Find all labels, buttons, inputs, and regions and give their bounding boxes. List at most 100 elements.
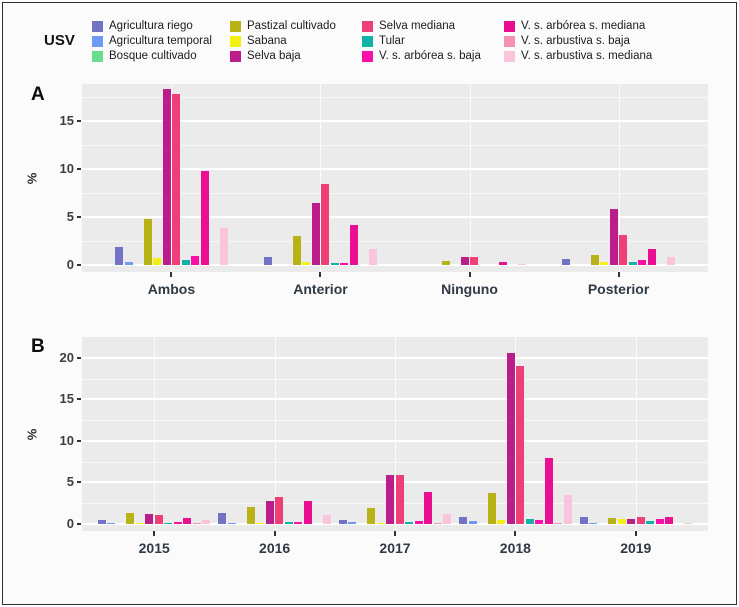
bar (153, 258, 162, 265)
vertical-gridline (154, 337, 155, 531)
bar (348, 522, 357, 524)
bar (338, 519, 347, 524)
vertical-gridline (171, 84, 172, 272)
bar (498, 261, 507, 265)
y-tick-label: 20 (59, 349, 74, 365)
bar (97, 519, 106, 524)
bar (608, 518, 617, 524)
minor-gridline (82, 144, 708, 146)
bar (525, 519, 534, 524)
legend-swatch-icon (504, 51, 515, 62)
bar (459, 516, 468, 524)
legend-label: V. s. arbustiva s. baja (521, 34, 630, 47)
y-tick-mark (77, 264, 81, 266)
bar (173, 522, 182, 524)
bar (441, 261, 450, 265)
x-tick-label: 2018 (499, 540, 531, 556)
legend-item: Agricultura temporal (92, 34, 230, 49)
bar (349, 224, 358, 265)
panel-b-plot-area (82, 337, 708, 531)
y-tick-mark (77, 119, 81, 122)
bar (443, 514, 452, 524)
bar (589, 522, 598, 524)
minor-gridline (82, 96, 708, 98)
bar (284, 521, 293, 524)
bar-group-Posterior (562, 209, 675, 265)
vertical-gridline (636, 337, 637, 531)
bar (666, 257, 675, 265)
bar (647, 248, 656, 265)
bar (164, 522, 173, 524)
legend-swatch-icon (92, 51, 103, 62)
bar (330, 262, 339, 265)
legend-item: Pastizal cultivado (230, 19, 362, 34)
x-tick-mark (617, 272, 620, 277)
bar (107, 522, 116, 524)
bar (218, 513, 227, 524)
legend-swatch-icon (362, 21, 373, 32)
bar (468, 520, 477, 524)
x-tick-mark (273, 531, 276, 536)
bar (554, 522, 563, 524)
legend-label: Tular (379, 34, 405, 47)
x-tick-label: 2016 (259, 540, 291, 556)
bar (460, 257, 469, 265)
bar (516, 366, 525, 524)
y-tick-mark (77, 481, 81, 484)
bar (433, 523, 442, 524)
bar (321, 184, 330, 265)
x-tick-mark (319, 272, 322, 277)
bar (617, 519, 626, 524)
bar (424, 492, 433, 524)
bar (275, 497, 284, 524)
legend-item: V. s. arbustiva s. baja (504, 34, 684, 49)
bar (636, 516, 645, 524)
bar (544, 457, 553, 524)
bar (684, 522, 693, 524)
vertical-gridline (515, 337, 516, 531)
x-tick-label: 2019 (620, 540, 652, 556)
bar (470, 257, 479, 265)
bar (181, 259, 190, 265)
legend-swatch-icon (92, 21, 103, 32)
bar (367, 508, 376, 524)
bar (311, 202, 320, 265)
bar (600, 262, 609, 265)
bar (579, 517, 588, 524)
major-gridline (82, 264, 708, 266)
legend-item: Tular (362, 34, 504, 49)
bar (219, 227, 228, 265)
x-tick-label: Ambos (147, 281, 196, 297)
bar (414, 520, 423, 524)
legend-label: Sabana (247, 34, 287, 47)
bar-group-Ambos (115, 89, 228, 265)
y-tick-mark (77, 523, 81, 525)
legend-item: Selva baja (230, 49, 362, 64)
vertical-gridline (470, 84, 471, 272)
bar (628, 262, 637, 265)
minor-gridline (82, 192, 708, 194)
legend-swatch-icon (362, 36, 373, 47)
bar-group-2017 (338, 474, 452, 524)
bar (135, 522, 144, 524)
legend-label: Agricultura temporal (109, 34, 212, 47)
panel-a-label: A (31, 84, 45, 105)
bar-group-2016 (218, 497, 331, 524)
bar (376, 522, 385, 524)
x-tick-label: 2017 (379, 540, 411, 556)
bar-group-2015 (97, 513, 211, 524)
bar (227, 522, 236, 524)
bar (145, 514, 154, 524)
bar (191, 255, 200, 265)
bar (143, 218, 152, 265)
y-tick-mark (77, 215, 81, 218)
bar (619, 235, 628, 265)
bar (627, 519, 636, 524)
bar (256, 522, 265, 524)
legend-swatch-icon (362, 51, 373, 62)
bar (322, 514, 331, 524)
x-tick-mark (153, 531, 156, 536)
legend-swatch-icon (230, 21, 241, 32)
legend-item: V. s. arbustiva s. mediana (504, 49, 684, 64)
